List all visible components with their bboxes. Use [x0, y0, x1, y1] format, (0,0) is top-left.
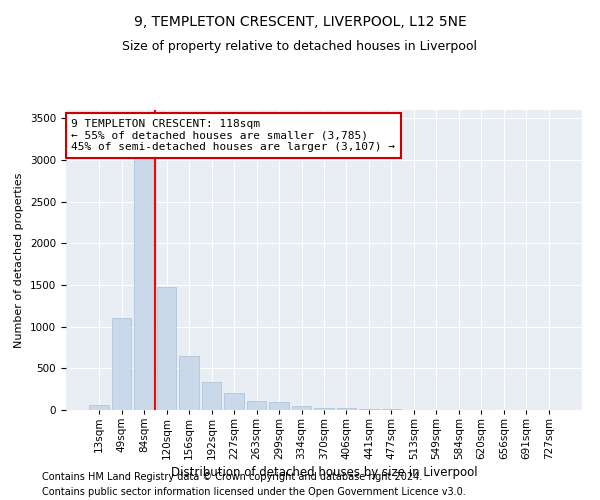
Bar	[382, 409, 401, 410]
Bar	[314, 408, 334, 410]
Bar	[292, 406, 311, 410]
Y-axis label: Number of detached properties: Number of detached properties	[14, 172, 25, 348]
Bar	[202, 382, 221, 410]
Bar	[247, 401, 266, 410]
Bar	[89, 406, 109, 410]
Bar	[224, 394, 244, 410]
Text: 9 TEMPLETON CRESCENT: 118sqm
← 55% of detached houses are smaller (3,785)
45% of: 9 TEMPLETON CRESCENT: 118sqm ← 55% of de…	[71, 119, 395, 152]
Bar	[157, 286, 176, 410]
Bar	[359, 409, 379, 410]
Bar	[337, 408, 356, 410]
Text: Contains public sector information licensed under the Open Government Licence v3: Contains public sector information licen…	[42, 487, 466, 497]
Bar	[112, 318, 131, 410]
Bar	[179, 356, 199, 410]
Bar	[269, 402, 289, 410]
Text: Size of property relative to detached houses in Liverpool: Size of property relative to detached ho…	[122, 40, 478, 53]
X-axis label: Distribution of detached houses by size in Liverpool: Distribution of detached houses by size …	[170, 466, 478, 479]
Bar	[134, 135, 154, 410]
Text: 9, TEMPLETON CRESCENT, LIVERPOOL, L12 5NE: 9, TEMPLETON CRESCENT, LIVERPOOL, L12 5N…	[134, 15, 466, 29]
Text: Contains HM Land Registry data © Crown copyright and database right 2024.: Contains HM Land Registry data © Crown c…	[42, 472, 422, 482]
